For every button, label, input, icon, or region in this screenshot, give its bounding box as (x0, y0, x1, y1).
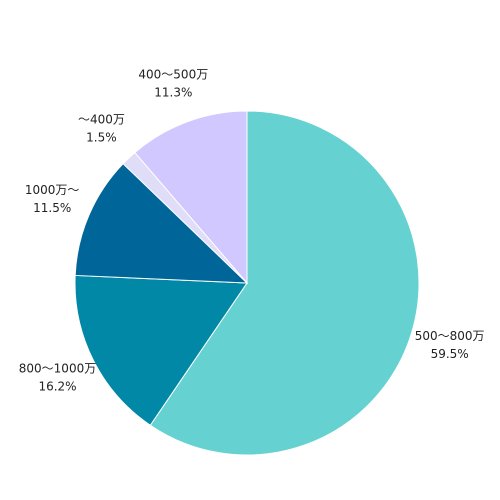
slice-label: 500〜800万 (415, 329, 485, 343)
slice-value-label: 59.5% (431, 347, 469, 361)
slice-value-label: 1.5% (86, 130, 117, 144)
pie-slice (74, 162, 249, 284)
slice-label: 800〜1000万 (19, 362, 96, 376)
pie-slice (74, 274, 248, 426)
slice-value-label: 11.3% (154, 86, 192, 100)
slice-label: 1000万〜 (25, 183, 80, 197)
pie-slice (149, 110, 420, 456)
slice-label: 400〜500万 (138, 68, 208, 82)
slice-value-label: 11.5% (33, 201, 71, 215)
slice-value-label: 16.2% (38, 380, 76, 394)
slice-label: 〜400万 (78, 112, 125, 126)
pie-slice (134, 110, 248, 285)
